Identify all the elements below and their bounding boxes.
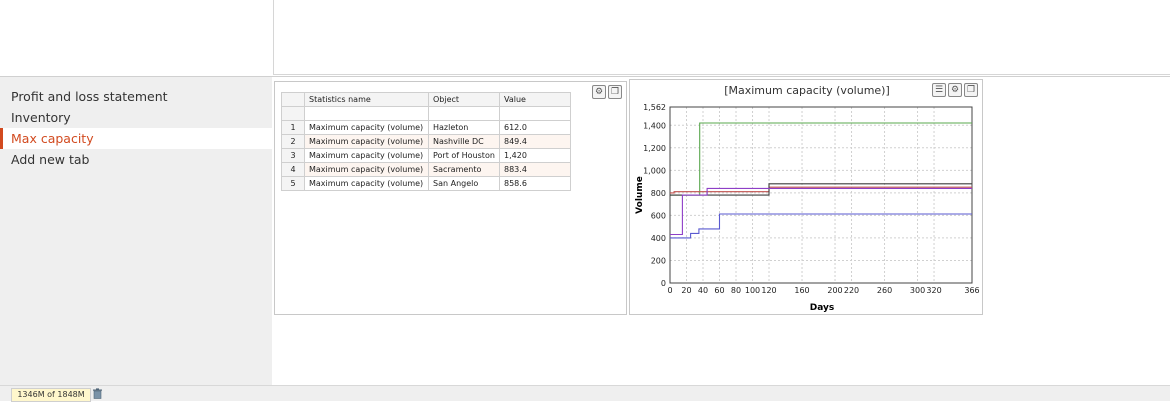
- y-axis-label: Volume: [635, 176, 645, 214]
- series-line-3: [670, 183, 972, 196]
- statistics-name-cell: Maximum capacity (volume): [304, 120, 429, 135]
- statistics-panel: ⚙ ❐ Statistics name Object Value 1 Maxim…: [274, 81, 627, 315]
- y-tick-label: 1,200: [643, 144, 666, 153]
- column-header-statistics-name[interactable]: Statistics name: [304, 92, 429, 107]
- x-tick-label: 300: [910, 286, 925, 295]
- y-tick-label: 1,400: [643, 121, 666, 130]
- table-corner: [281, 92, 305, 107]
- x-tick-label: 200: [827, 286, 842, 295]
- x-tick-label: 320: [926, 286, 941, 295]
- chart-panel: [Maximum capacity (volume)] ☰ ⚙ ❐ 0 20 40 6…: [629, 79, 983, 315]
- x-tick-label: 0: [667, 286, 672, 295]
- sidebar-item-profit-and-loss[interactable]: Profit and loss statement: [11, 89, 168, 104]
- series-line-4: [670, 187, 972, 236]
- x-tick-label: 60: [714, 286, 724, 295]
- filter-cell[interactable]: [428, 106, 500, 121]
- x-tick-label: 120: [761, 286, 776, 295]
- trash-icon[interactable]: [92, 388, 103, 399]
- x-tick-label: 100: [745, 286, 760, 295]
- statistics-name-cell: Maximum capacity (volume): [304, 134, 429, 149]
- object-cell: San Angelo: [428, 176, 500, 191]
- filter-cell[interactable]: [304, 106, 429, 121]
- row-number: 4: [281, 162, 305, 177]
- row-number: 3: [281, 148, 305, 163]
- statistics-table: Statistics name Object Value 1 Maximum c…: [281, 92, 571, 191]
- top-left-area: [0, 0, 272, 76]
- value-cell: 612.0: [499, 120, 571, 135]
- sidebar: Profit and loss statement Inventory Max …: [0, 77, 272, 385]
- sidebar-item-add-new-tab[interactable]: Add new tab: [11, 152, 90, 167]
- top-content-area: [273, 0, 1170, 75]
- object-cell: Hazleton: [428, 120, 500, 135]
- row-number: 2: [281, 134, 305, 149]
- series-line-2: [670, 186, 972, 194]
- maximize-icon[interactable]: ❐: [608, 85, 622, 99]
- y-tick-label: 600: [651, 211, 666, 220]
- x-tick-label: 160: [794, 286, 809, 295]
- line-chart: 0 20 40 60 80 100 120 160 200 220 260 300 320 3660200…: [635, 103, 980, 313]
- settings-icon[interactable]: ⚙: [592, 85, 606, 99]
- table-row[interactable]: 2 Maximum capacity (volume) Nashville DC…: [281, 134, 571, 149]
- value-cell: 1,420: [499, 148, 571, 163]
- legend-icon[interactable]: ☰: [932, 83, 946, 97]
- series-line-5: [670, 213, 972, 239]
- object-cell: Port of Houston: [428, 148, 500, 163]
- x-axis-label: Days: [810, 303, 835, 313]
- y-tick-label: 800: [651, 189, 666, 198]
- object-cell: Nashville DC: [428, 134, 500, 149]
- divider: [0, 76, 1170, 77]
- x-tick-label: 80: [731, 286, 741, 295]
- x-tick-label: 366: [964, 286, 979, 295]
- y-tick-label: 400: [651, 234, 666, 243]
- settings-icon[interactable]: ⚙: [948, 83, 962, 97]
- column-header-value[interactable]: Value: [499, 92, 571, 107]
- value-cell: 849.4: [499, 134, 571, 149]
- y-tick-label: 200: [651, 256, 666, 265]
- table-row[interactable]: 3 Maximum capacity (volume) Port of Hous…: [281, 148, 571, 163]
- maximize-icon[interactable]: ❐: [964, 83, 978, 97]
- table-row[interactable]: 4 Maximum capacity (volume) Sacramento 8…: [281, 162, 571, 177]
- x-tick-label: 220: [844, 286, 859, 295]
- filter-cell[interactable]: [499, 106, 571, 121]
- chart-title: [Maximum capacity (volume)]: [724, 84, 890, 97]
- status-bar: 1346M of 1848M: [0, 385, 1170, 402]
- row-number: 5: [281, 176, 305, 191]
- filter-row-cell: [281, 106, 305, 121]
- column-header-object[interactable]: Object: [428, 92, 500, 107]
- x-tick-label: 260: [877, 286, 892, 295]
- y-tick-label: 1,562: [643, 103, 666, 112]
- dashboard-main: ⚙ ❐ Statistics name Object Value 1 Maxim…: [272, 77, 1170, 385]
- sidebar-item-inventory[interactable]: Inventory: [11, 110, 71, 125]
- x-tick-label: 20: [681, 286, 691, 295]
- table-row[interactable]: 5 Maximum capacity (volume) San Angelo 8…: [281, 176, 571, 191]
- statistics-name-cell: Maximum capacity (volume): [304, 176, 429, 191]
- y-tick-label: 1,000: [643, 166, 666, 175]
- statistics-name-cell: Maximum capacity (volume): [304, 162, 429, 177]
- sidebar-item-max-capacity[interactable]: Max capacity: [0, 128, 272, 149]
- object-cell: Sacramento: [428, 162, 500, 177]
- x-tick-label: 40: [698, 286, 708, 295]
- statistics-name-cell: Maximum capacity (volume): [304, 148, 429, 163]
- row-number: 1: [281, 120, 305, 135]
- value-cell: 858.6: [499, 176, 571, 191]
- table-row[interactable]: 1 Maximum capacity (volume) Hazleton 612…: [281, 120, 571, 135]
- value-cell: 883.4: [499, 162, 571, 177]
- y-tick-label: 0: [661, 279, 666, 288]
